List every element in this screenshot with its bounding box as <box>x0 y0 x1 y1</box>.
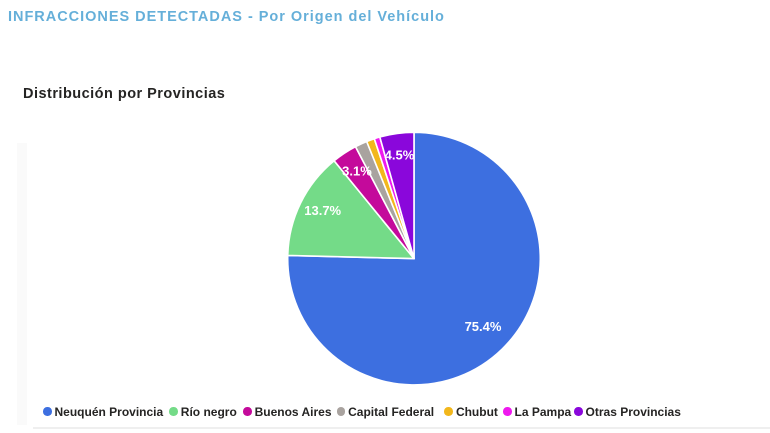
svg-text:4.5%: 4.5% <box>385 148 415 163</box>
svg-text:13.7%: 13.7% <box>304 203 341 218</box>
svg-text:75.4%: 75.4% <box>465 319 502 334</box>
svg-text:3.1%: 3.1% <box>342 164 372 179</box>
